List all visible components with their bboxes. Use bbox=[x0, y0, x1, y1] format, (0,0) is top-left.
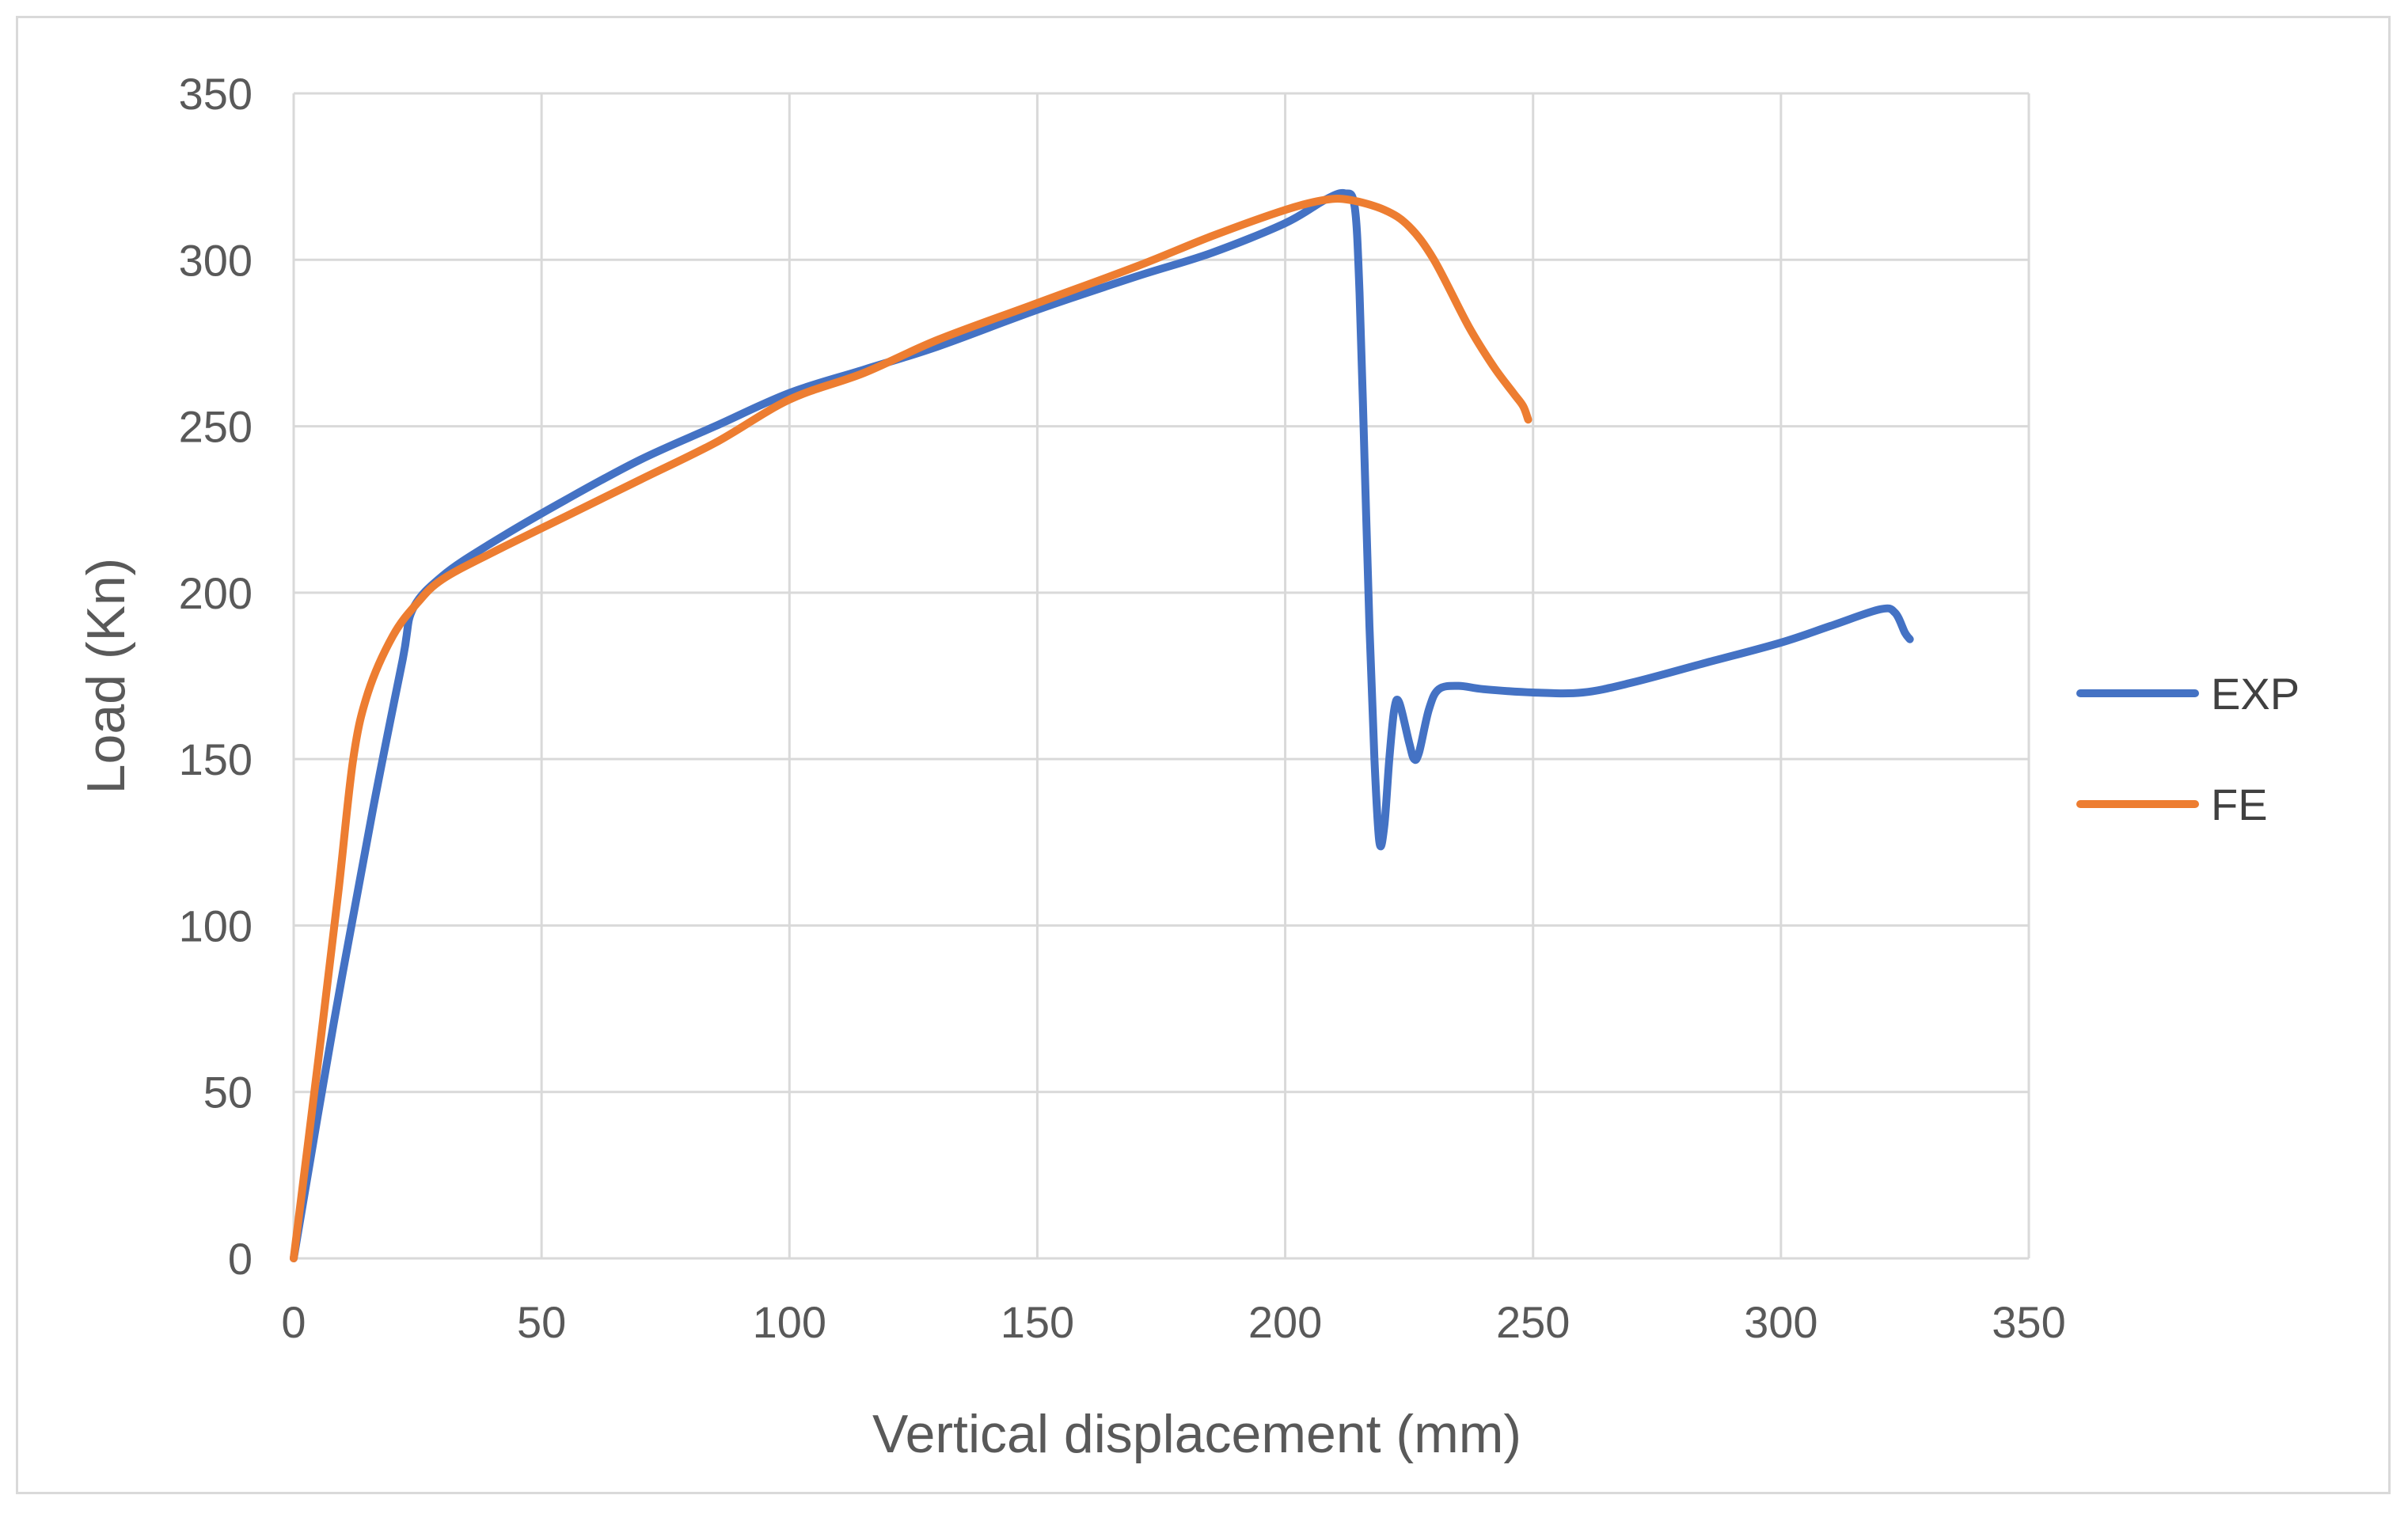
x-tick-label: 350 bbox=[1992, 1297, 2065, 1347]
y-tick-label: 150 bbox=[179, 734, 253, 784]
x-tick-label: 200 bbox=[1248, 1297, 1322, 1347]
series-line-fe bbox=[290, 195, 1533, 1262]
legend-label-fe: FE bbox=[2211, 780, 2268, 829]
x-tick-label: 300 bbox=[1744, 1297, 1817, 1347]
tick-labels: 0 50 100 150 200 250 300 350 0 50 100 150 200 250 300 3… bbox=[179, 69, 2066, 1347]
y-tick-label: 350 bbox=[179, 69, 253, 119]
x-tick-label: 50 bbox=[517, 1297, 566, 1347]
x-axis-title: Vertical displacement (mm) bbox=[872, 1404, 1521, 1464]
y-tick-label: 200 bbox=[179, 568, 253, 618]
y-tick-label: 250 bbox=[179, 402, 253, 452]
x-tick-label: 100 bbox=[753, 1297, 826, 1347]
legend-label-exp: EXP bbox=[2211, 669, 2300, 719]
y-axis-title: Load (Kn) bbox=[76, 558, 136, 795]
y-tick-label: 0 bbox=[228, 1234, 253, 1284]
y-tick-label: 100 bbox=[179, 901, 253, 951]
x-tick-label: 250 bbox=[1496, 1297, 1570, 1347]
series-line-exp bbox=[290, 188, 1914, 1262]
grid-lines bbox=[292, 92, 2030, 1260]
chart-svg: 0 50 100 150 200 250 300 350 0 50 100 150 200 250 300 3… bbox=[76, 69, 2300, 1464]
legend: EXP FE bbox=[2076, 669, 2300, 829]
series-lines bbox=[290, 188, 1914, 1262]
x-tick-label: 0 bbox=[281, 1297, 306, 1347]
x-tick-label: 150 bbox=[1001, 1297, 1074, 1347]
chart-frame: 0 50 100 150 200 250 300 350 0 50 100 150 200 250 300 3… bbox=[16, 16, 2391, 1494]
y-tick-label: 50 bbox=[203, 1068, 253, 1117]
y-tick-label: 300 bbox=[179, 235, 253, 285]
